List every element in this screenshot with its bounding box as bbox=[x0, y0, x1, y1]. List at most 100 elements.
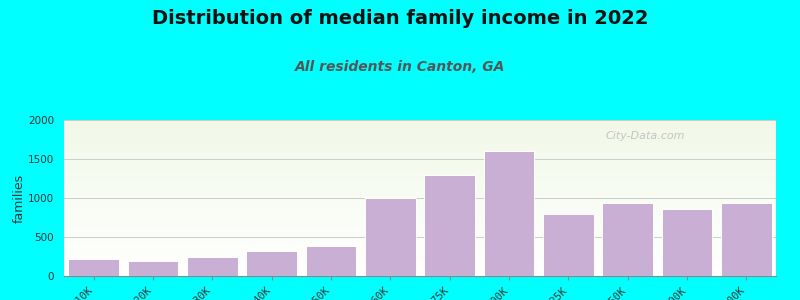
Bar bbox=[64, 150, 776, 151]
Bar bbox=[64, 210, 776, 211]
Bar bbox=[64, 253, 776, 254]
Bar bbox=[64, 166, 776, 167]
Bar bbox=[64, 246, 776, 247]
Text: City-Data.com: City-Data.com bbox=[605, 131, 685, 141]
Bar bbox=[425, 175, 475, 276]
Bar bbox=[69, 259, 119, 276]
Bar bbox=[64, 171, 776, 172]
Bar bbox=[64, 228, 776, 229]
Bar bbox=[64, 134, 776, 135]
Bar bbox=[64, 204, 776, 205]
Bar bbox=[64, 242, 776, 243]
Bar bbox=[64, 145, 776, 146]
Bar bbox=[64, 216, 776, 217]
Bar bbox=[64, 121, 776, 122]
Bar bbox=[64, 251, 776, 252]
Bar bbox=[64, 131, 776, 132]
Bar bbox=[64, 205, 776, 206]
Bar bbox=[64, 272, 776, 273]
Bar bbox=[64, 271, 776, 272]
Bar bbox=[64, 275, 776, 276]
Bar bbox=[64, 207, 776, 208]
Bar bbox=[64, 183, 776, 184]
Bar bbox=[64, 130, 776, 131]
Bar bbox=[64, 167, 776, 168]
Bar bbox=[64, 158, 776, 159]
Bar bbox=[64, 180, 776, 181]
Bar bbox=[64, 192, 776, 193]
Bar bbox=[64, 173, 776, 174]
Bar bbox=[246, 251, 297, 276]
Bar bbox=[64, 225, 776, 226]
Bar bbox=[602, 203, 653, 276]
Bar bbox=[64, 220, 776, 221]
Bar bbox=[187, 257, 238, 276]
Bar bbox=[64, 221, 776, 222]
Bar bbox=[64, 170, 776, 171]
Bar bbox=[64, 264, 776, 265]
Bar bbox=[64, 247, 776, 248]
Bar bbox=[64, 125, 776, 126]
Bar bbox=[64, 243, 776, 244]
Bar bbox=[64, 157, 776, 158]
Bar bbox=[64, 263, 776, 264]
Bar bbox=[64, 200, 776, 201]
Bar bbox=[64, 153, 776, 154]
Bar bbox=[64, 138, 776, 139]
Bar bbox=[64, 211, 776, 212]
Bar bbox=[64, 188, 776, 189]
Bar bbox=[64, 161, 776, 162]
Bar bbox=[64, 237, 776, 238]
Text: All residents in Canton, GA: All residents in Canton, GA bbox=[295, 60, 505, 74]
Bar bbox=[64, 265, 776, 266]
Bar bbox=[64, 147, 776, 148]
Bar bbox=[64, 163, 776, 164]
Bar bbox=[64, 197, 776, 198]
Bar bbox=[64, 137, 776, 138]
Bar bbox=[64, 239, 776, 240]
Bar bbox=[64, 255, 776, 256]
Bar bbox=[64, 160, 776, 161]
Bar bbox=[64, 126, 776, 127]
Bar bbox=[64, 238, 776, 239]
Bar bbox=[64, 140, 776, 141]
Bar bbox=[64, 256, 776, 257]
Bar bbox=[64, 208, 776, 209]
Bar bbox=[64, 229, 776, 230]
Bar bbox=[64, 261, 776, 262]
Bar bbox=[64, 250, 776, 251]
Bar bbox=[64, 233, 776, 234]
Bar bbox=[64, 209, 776, 210]
Bar bbox=[64, 162, 776, 163]
Bar bbox=[64, 214, 776, 215]
Bar bbox=[64, 120, 776, 121]
Bar bbox=[64, 269, 776, 270]
Bar bbox=[64, 186, 776, 187]
Bar bbox=[484, 151, 534, 276]
Bar bbox=[64, 231, 776, 232]
Bar bbox=[64, 122, 776, 123]
Bar bbox=[64, 190, 776, 191]
Bar bbox=[64, 213, 776, 214]
Bar bbox=[64, 201, 776, 202]
Bar bbox=[306, 246, 356, 276]
Bar bbox=[64, 148, 776, 149]
Bar bbox=[64, 178, 776, 179]
Bar bbox=[64, 218, 776, 219]
Bar bbox=[64, 232, 776, 233]
Bar bbox=[64, 202, 776, 203]
Bar bbox=[64, 266, 776, 267]
Bar bbox=[64, 223, 776, 224]
Bar bbox=[64, 159, 776, 160]
Bar bbox=[64, 258, 776, 259]
Bar bbox=[64, 139, 776, 140]
Bar bbox=[64, 203, 776, 204]
Bar bbox=[64, 212, 776, 213]
Bar bbox=[64, 257, 776, 258]
Bar bbox=[64, 187, 776, 188]
Bar bbox=[64, 245, 776, 246]
Bar bbox=[64, 142, 776, 143]
Bar bbox=[64, 174, 776, 175]
Y-axis label: families: families bbox=[12, 173, 26, 223]
Bar bbox=[64, 136, 776, 137]
